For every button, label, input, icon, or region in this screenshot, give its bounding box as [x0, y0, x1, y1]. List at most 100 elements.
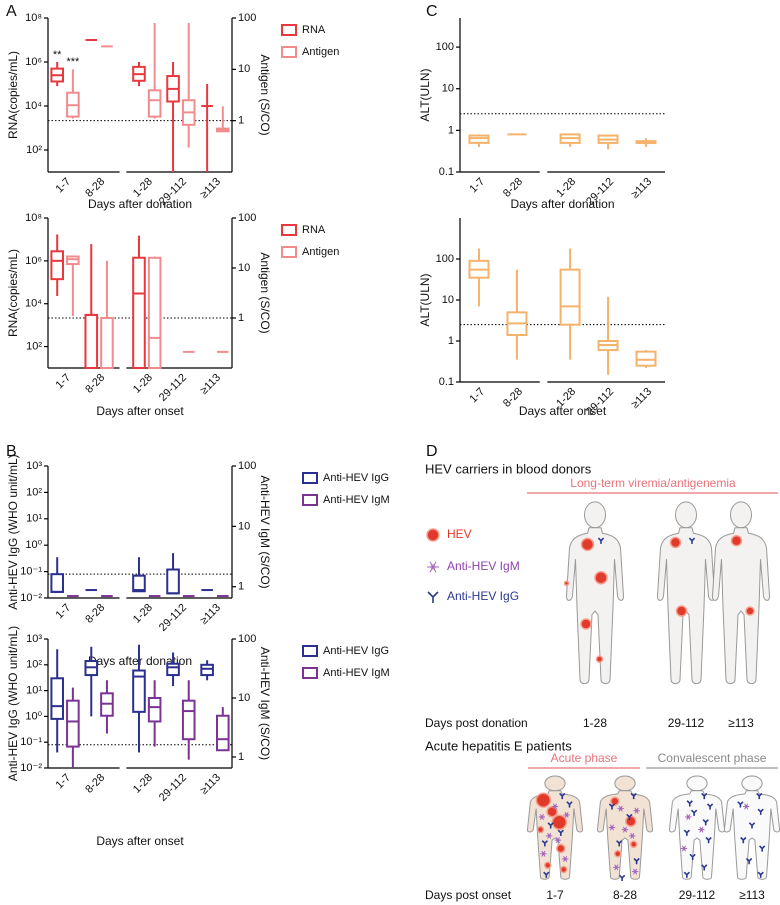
hev-icon — [544, 861, 552, 870]
y-tick-label: 0.1 — [439, 376, 454, 388]
igg-icon — [597, 537, 605, 544]
igg-icon — [688, 537, 696, 544]
x-tick-label: 8-28 — [83, 176, 107, 200]
igm-arm — [555, 837, 560, 844]
igm-arm — [744, 803, 749, 810]
phase-label: Long-term viremia/antigenemia — [570, 476, 736, 490]
significance-label: *** — [66, 56, 80, 68]
head — [731, 502, 752, 528]
igg-icon — [630, 792, 637, 800]
hev-icon — [563, 580, 570, 586]
x-tick-label: 1-28 — [131, 772, 155, 796]
igm-arm — [634, 807, 639, 814]
stage-label: 29-112 — [679, 888, 716, 902]
legend-label: Anti-HEV IgG — [323, 472, 389, 484]
legend-label: Antigen — [302, 46, 339, 58]
body — [724, 791, 779, 879]
igm-icon — [613, 864, 620, 871]
phase-label: Acute phase — [551, 751, 618, 765]
y2-tick-label: 1 — [238, 581, 244, 593]
hev-icon — [669, 536, 682, 549]
legend-label: Anti-HEV IgM — [447, 559, 520, 573]
igm-arm — [630, 832, 635, 839]
hev-icon — [625, 815, 637, 827]
box — [50, 573, 64, 593]
box — [132, 574, 146, 593]
x-tick-label: 1-7 — [53, 176, 73, 196]
x-tick-label: 8-28 — [83, 602, 107, 626]
y-axis-label: RNA(copies/mL) — [6, 249, 20, 337]
igm-arm — [681, 845, 686, 852]
y-axis-label: ALT(ULN) — [418, 68, 432, 121]
human-figure — [713, 502, 770, 684]
axis-label: Days post donation — [425, 716, 528, 730]
y-tick-label: 10⁴ — [25, 298, 42, 310]
y2-tick-label: 100 — [238, 633, 256, 645]
stage-label: 29-112 — [668, 716, 705, 730]
x-tick-label: 1-28 — [554, 176, 578, 200]
box — [84, 313, 99, 369]
body — [567, 528, 624, 684]
igm-arm — [547, 832, 552, 839]
igg-icon — [633, 857, 640, 865]
igg-icon — [547, 822, 554, 829]
igm-icon — [698, 826, 705, 833]
igg-icon — [706, 803, 714, 810]
body — [597, 791, 652, 879]
igg-icon — [683, 829, 691, 836]
hev-icon — [551, 814, 568, 830]
legend-swatch — [302, 494, 318, 506]
igg-icon — [758, 845, 766, 852]
legend-label: Anti-HEV IgM — [323, 667, 390, 679]
igg-icon — [559, 792, 566, 800]
head — [585, 502, 606, 528]
y-tick-label: 10 — [442, 83, 454, 95]
y-tick-label: 10⁸ — [25, 12, 42, 24]
hev-icon — [559, 865, 568, 874]
x-tick-label: ≥113 — [198, 176, 223, 201]
panel-label: B — [6, 443, 17, 460]
igm-core — [699, 828, 703, 832]
x-tick-label: ≥113 — [198, 772, 223, 797]
human-figure — [527, 776, 582, 879]
legend-label: Anti-HEV IgG — [323, 645, 389, 657]
hev-icon — [580, 537, 595, 552]
igm-core — [623, 828, 627, 832]
igm-icon — [685, 813, 692, 821]
y-tick-label: 10⁴ — [25, 100, 42, 112]
igm-icon — [617, 805, 624, 812]
y-tick-label: 10³ — [26, 633, 42, 645]
legend-swatch — [281, 46, 297, 58]
igg-icon — [757, 871, 764, 878]
x-tick-label: ≥113 — [198, 602, 223, 627]
y-tick-label: 100 — [436, 41, 454, 53]
igg-icon — [689, 853, 696, 861]
x-tick-label: ≥113 — [198, 372, 223, 397]
y-tick-label: 10² — [26, 486, 42, 498]
legend-swatch — [302, 472, 318, 484]
y2-tick-label: 10 — [238, 63, 250, 75]
y-tick-label: 100 — [436, 253, 454, 265]
legend-swatch — [281, 24, 297, 36]
igg-icon — [566, 801, 573, 808]
box — [132, 669, 146, 713]
hev-icon — [614, 850, 622, 858]
igg-icon — [701, 864, 708, 871]
stage-label: ≥113 — [739, 888, 765, 902]
y2-tick-label: 1 — [238, 751, 244, 763]
y-axis-label: Anti-HEV IgG (WHO unit/mL) — [6, 454, 20, 609]
igm-core — [547, 834, 551, 838]
y2-tick-label: 10 — [238, 520, 250, 532]
hev-icon — [426, 528, 440, 542]
box — [132, 256, 146, 369]
box — [181, 699, 196, 741]
igg-icon — [740, 836, 747, 844]
x-tick-label: 1-7 — [467, 386, 487, 406]
human-figure — [669, 776, 724, 879]
x-tick-label: ≥113 — [629, 176, 654, 201]
box — [559, 268, 581, 326]
y-tick-label: 10² — [26, 659, 42, 671]
y2-axis-label: Anti-HEV IgM (S/CO) — [258, 647, 272, 760]
igg-icon — [427, 591, 439, 603]
